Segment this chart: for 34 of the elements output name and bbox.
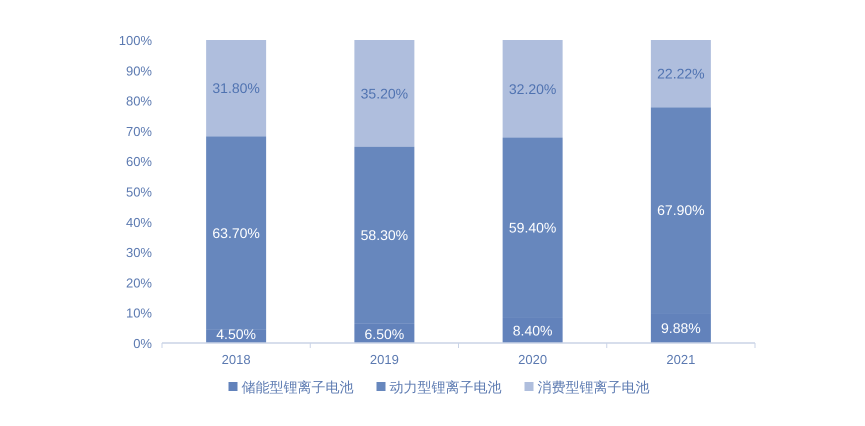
y-tick-label: 100% [118, 33, 152, 48]
y-tick-label: 90% [126, 63, 152, 78]
legend-label: 消费型锂离子电池 [538, 379, 650, 395]
data-label: 59.40% [508, 220, 556, 236]
data-label: 22.22% [657, 66, 705, 82]
data-label: 32.20% [508, 80, 556, 97]
x-tick-label: 2018 [222, 352, 251, 367]
bar [354, 40, 414, 147]
x-tick-label: 2019 [370, 352, 399, 367]
data-label: 4.50% [216, 326, 256, 342]
y-tick-label: 30% [126, 245, 152, 260]
y-tick-label: 50% [126, 184, 152, 200]
y-tick-label: 20% [126, 275, 152, 290]
data-label: 67.90% [657, 202, 705, 218]
y-tick-label: 70% [126, 124, 152, 139]
data-label: 8.40% [512, 322, 552, 338]
x-tick-label: 2021 [666, 352, 696, 367]
data-label: 6.50% [364, 326, 404, 342]
x-tick-label: 2020 [518, 352, 548, 367]
y-tick-label: 60% [126, 154, 152, 170]
y-tick-label: 0% [133, 336, 152, 351]
bar [502, 40, 563, 138]
data-label: 58.30% [360, 226, 408, 243]
y-tick-label: 40% [126, 214, 152, 230]
data-label: 9.88% [661, 320, 701, 336]
legend-label: 动力型锂离子电池 [390, 379, 502, 395]
data-label: 63.70% [212, 224, 260, 241]
legend-label: 储能型锂离子电池 [242, 379, 354, 395]
bar [650, 40, 711, 108]
data-label: 31.80% [212, 80, 260, 96]
bar [206, 40, 266, 136]
y-tick-label: 80% [126, 94, 152, 109]
y-tick-label: 10% [126, 306, 152, 321]
data-label: 35.20% [360, 85, 408, 102]
